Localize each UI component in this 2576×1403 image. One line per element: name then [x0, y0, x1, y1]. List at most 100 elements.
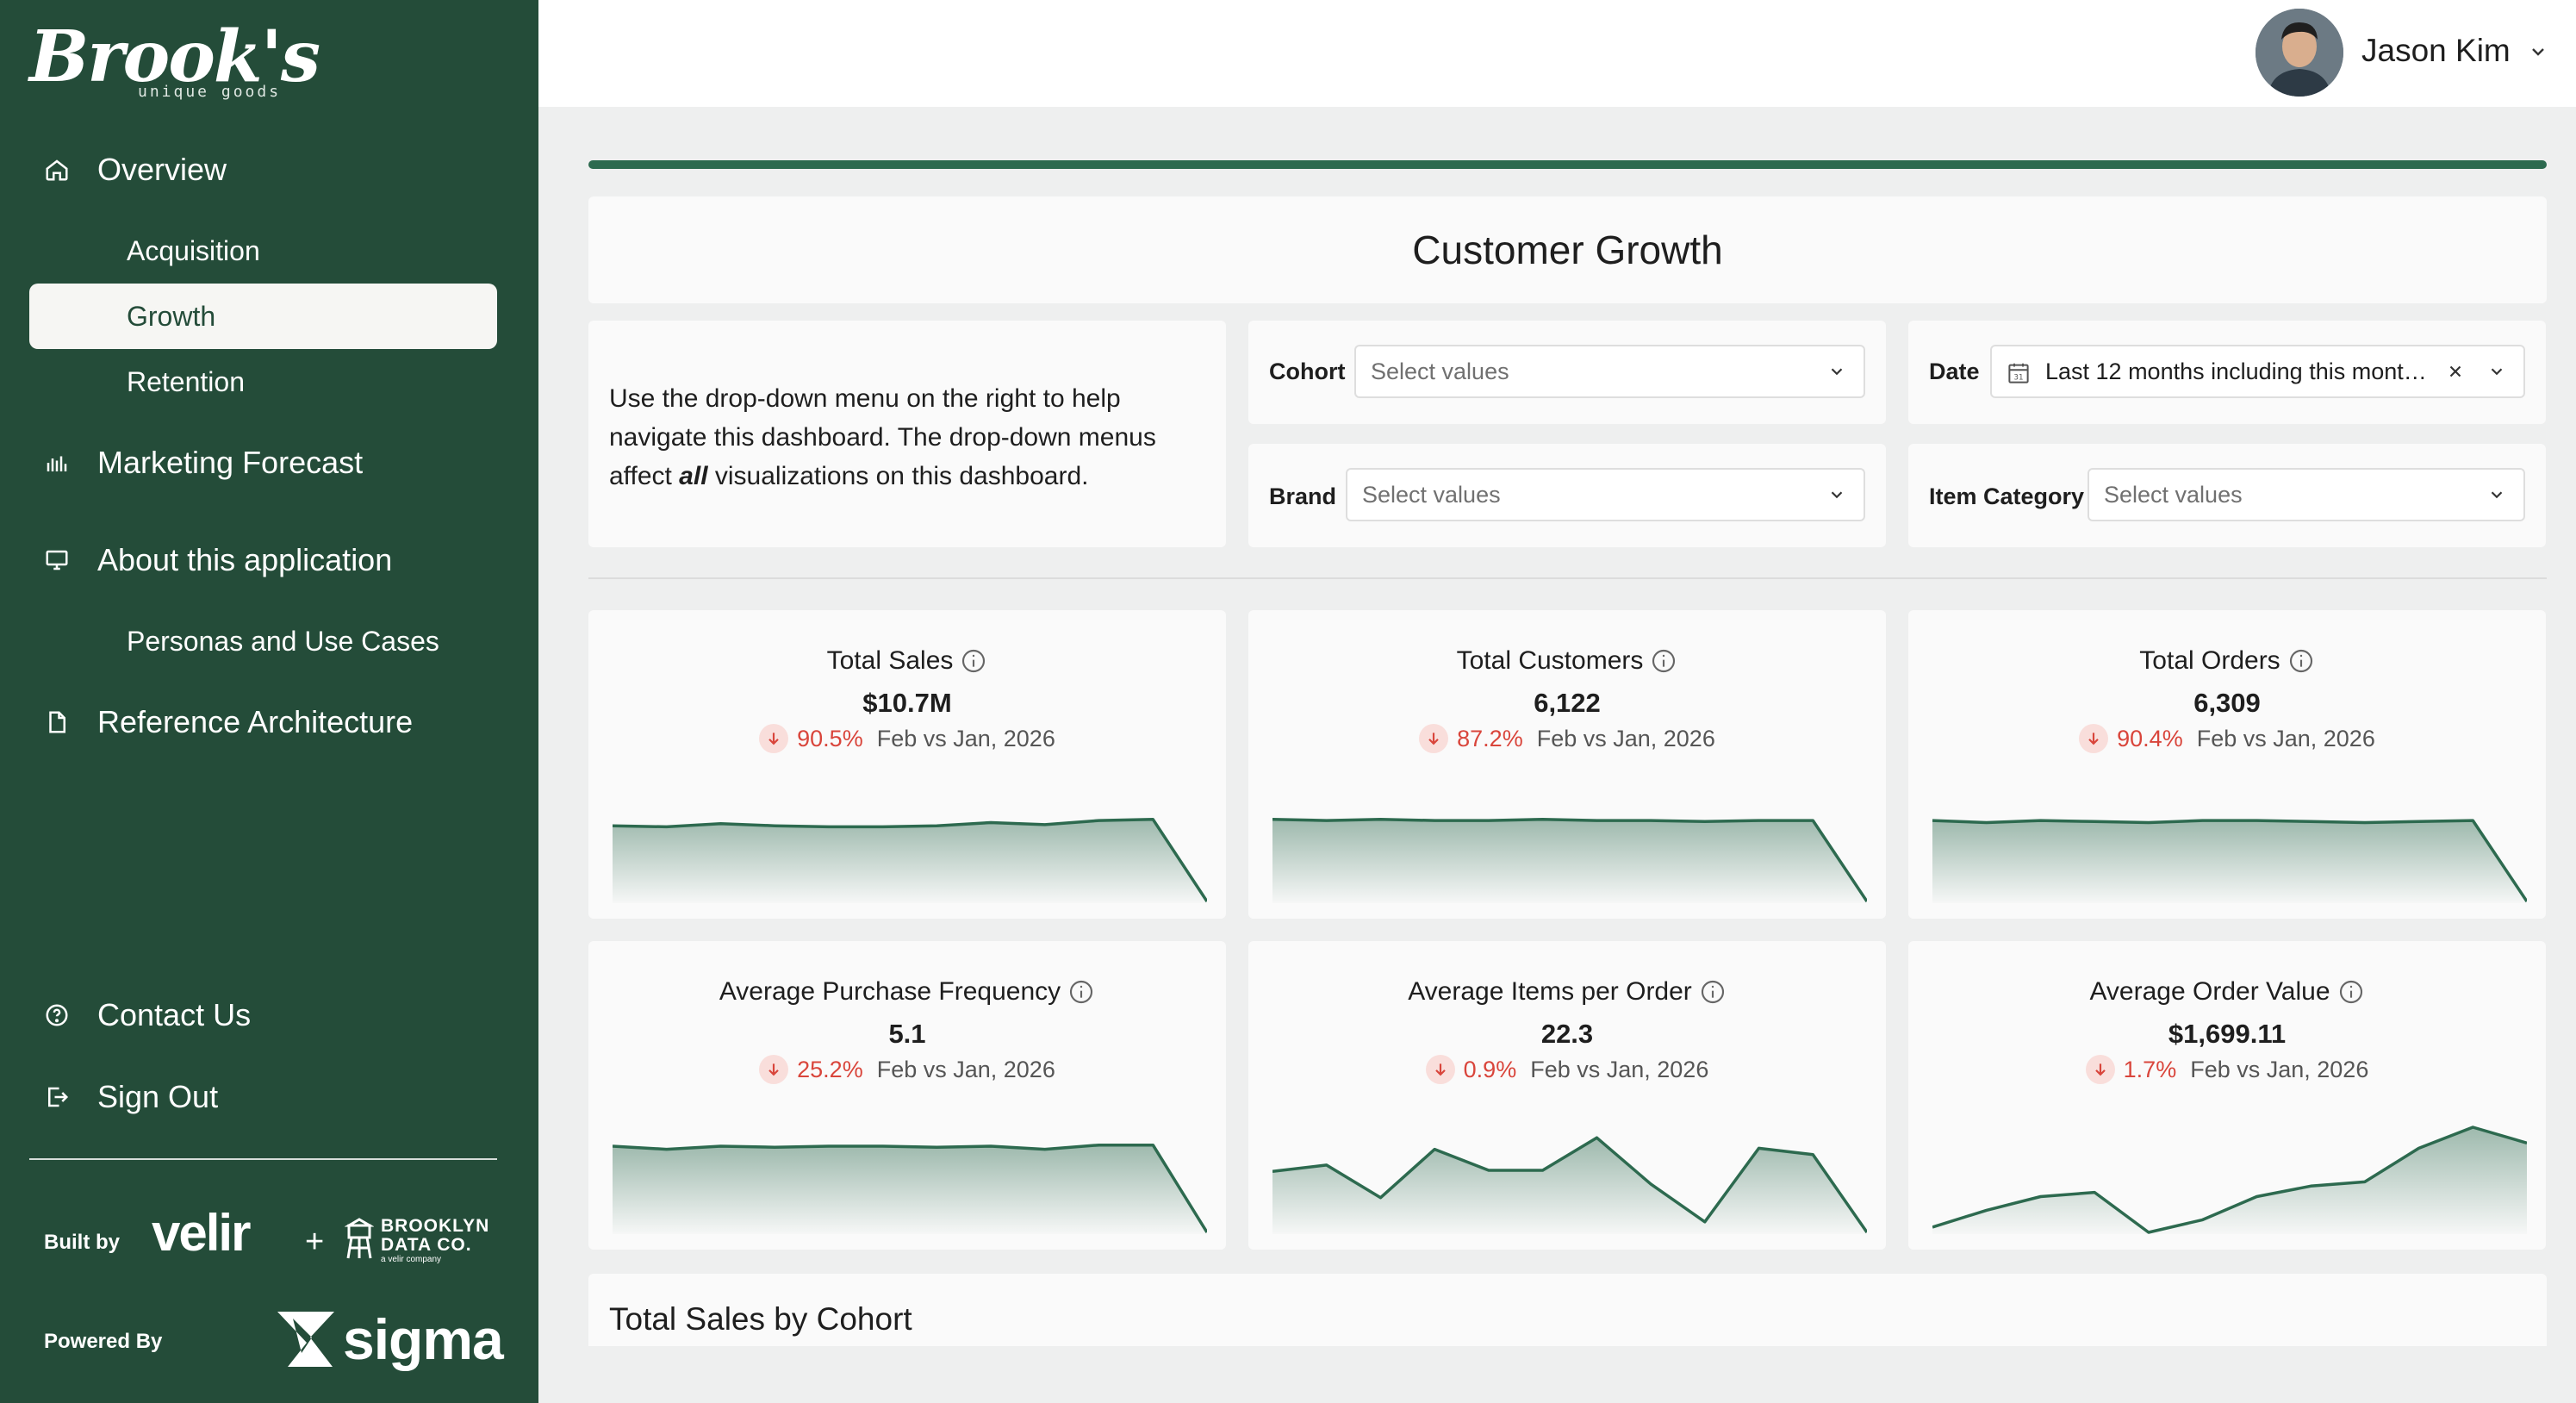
sidebar-item-about[interactable]: About this application [0, 530, 538, 590]
kpi-sparkline [1932, 1126, 2527, 1234]
cohort-filter: Cohort Select values [1248, 321, 1886, 424]
sidebar-item-label: Personas and Use Cases [127, 625, 439, 657]
kpi-card[interactable]: Average Purchase Frequency 5.1 25.2% Feb vs… [588, 941, 1226, 1250]
info-icon[interactable] [1067, 978, 1095, 1006]
cohort-filter-label: Cohort [1269, 359, 1346, 384]
sparkline-area [1932, 820, 2527, 903]
info-icon[interactable] [2337, 978, 2365, 1006]
water-tower-icon [344, 1217, 375, 1264]
chevron-down-icon[interactable] [2528, 41, 2548, 62]
brand-logo[interactable]: Brook's unique goods [29, 16, 320, 107]
cohort-select[interactable]: Select values [1354, 345, 1865, 398]
kpi-title: Average Purchase Frequency [719, 977, 1061, 1006]
sidebar-item-retention[interactable]: Retention [0, 352, 538, 412]
sign-out-icon [41, 1082, 72, 1113]
kpi-value: 22.3 [1540, 1019, 1594, 1049]
brooklyn-data-logo: BROOKLYN DATA CO. a velir company [344, 1217, 489, 1265]
brand-select-placeholder: Select values [1362, 482, 1501, 508]
arrow-down-icon [1425, 1055, 1455, 1084]
sidebar-item-overview[interactable]: Overview [0, 140, 538, 200]
home-icon [41, 154, 72, 185]
sidebar-item-label: Sign Out [97, 1079, 219, 1114]
kpi-card[interactable]: Average Items per Order 22.3 0.9% Feb vs Ja… [1248, 941, 1886, 1250]
sidebar-item-growth[interactable]: Growth [29, 284, 497, 349]
kpi-title: Total Sales [826, 646, 954, 675]
sigma-mark-icon [277, 1312, 334, 1367]
sidebar-item-sign-out[interactable]: Sign Out [0, 1067, 538, 1127]
item-category-select[interactable]: Select values [2088, 468, 2525, 521]
sparkline-line [613, 1143, 1207, 1233]
page-title: Customer Growth [588, 196, 2547, 303]
kpi-title: Average Order Value [2089, 977, 2330, 1006]
kpi-title-row: Total Customers [1248, 646, 1886, 676]
help-circle-icon [41, 1000, 72, 1031]
kpi-delta: 1.7% Feb vs Jan, 2026 [1908, 1055, 2546, 1084]
date-select-value: Last 12 months including this mont… [2045, 359, 2427, 384]
info-icon[interactable] [2287, 647, 2315, 675]
kpi-delta-period: Feb vs Jan, 2026 [1536, 725, 1715, 751]
document-icon [41, 707, 72, 738]
kpi-delta-percent: 0.9% [1463, 1056, 1517, 1082]
kpi-value: $1,699.11 [2168, 1019, 2287, 1049]
logo-wordmark: Brook's [29, 16, 320, 98]
section-divider [588, 577, 2547, 579]
calendar-icon: 31 [2008, 363, 2029, 383]
user-name[interactable]: Jason Kim [2361, 33, 2511, 68]
kpi-delta-percent: 90.5% [797, 725, 863, 751]
sidebar-item-label: Retention [127, 365, 245, 397]
sidebar-item-contact-us[interactable]: Contact Us [0, 985, 538, 1045]
velir-logo: velir [152, 1204, 251, 1262]
sidebar-item-marketing-forecast[interactable]: Marketing Forecast [0, 433, 538, 493]
kpi-delta-percent: 1.7% [2123, 1056, 2177, 1082]
kpi-title: Average Items per Order [1408, 977, 1692, 1006]
sidebar-item-acquisition[interactable]: Acquisition [0, 221, 538, 281]
kpi-sparkline [613, 818, 1207, 903]
kpi-delta-period: Feb vs Jan, 2026 [2196, 725, 2375, 751]
sparkline-area [1272, 819, 1867, 903]
kpi-card[interactable]: Total Sales $10.7M 90.5% Feb vs Jan, 2026 [588, 610, 1226, 919]
sidebar-divider [29, 1158, 497, 1160]
sidebar-item-label: Reference Architecture [97, 704, 414, 739]
sparkline-line [1272, 1136, 1867, 1233]
sidebar-item-label: Growth [127, 300, 216, 332]
kpi-delta-percent: 87.2% [1457, 725, 1523, 751]
intro-emphasis: all [679, 462, 708, 490]
clear-icon[interactable] [2446, 362, 2465, 381]
info-icon[interactable] [960, 647, 987, 675]
brand-filter-label: Brand [1269, 483, 1337, 509]
arrow-down-icon [2085, 1055, 2115, 1084]
powered-by-label: Powered By [44, 1330, 163, 1353]
kpi-card[interactable]: Average Order Value $1,699.11 1.7% Feb vs J… [1908, 941, 2546, 1250]
sparkline-area [613, 1144, 1207, 1234]
kpi-title: Total Orders [2139, 646, 2280, 675]
info-icon[interactable] [1699, 978, 1727, 1006]
kpi-card[interactable]: Total Orders 6,309 90.4% Feb vs Jan, 2026 [1908, 610, 2546, 919]
kpi-sparkline [613, 1143, 1207, 1234]
sparkline-line [1932, 819, 2527, 902]
sparkline-line [1272, 818, 1867, 902]
sparkline-line [613, 818, 1207, 902]
kpi-delta-period: Feb vs Jan, 2026 [2190, 1056, 2369, 1082]
brand-filter: Brand Select values [1248, 444, 1886, 547]
kpi-value: 6,309 [2193, 688, 2261, 718]
sidebar-item-reference-architecture[interactable]: Reference Architecture [0, 692, 538, 752]
chevron-down-icon [1831, 368, 1843, 376]
brand-select[interactable]: Select values [1346, 468, 1865, 521]
arrow-down-icon [759, 724, 789, 753]
cohort-sales-title: Total Sales by Cohort [609, 1301, 912, 1337]
top-header [538, 0, 2576, 107]
kpi-card[interactable]: Total Customers 6,122 87.2% Feb vs Jan, 202… [1248, 610, 1886, 919]
date-select[interactable]: 31 Last 12 months including this mont… [1990, 345, 2525, 398]
info-icon[interactable] [1650, 647, 1677, 675]
item-category-filter-label: Item Category [1929, 483, 2085, 509]
kpi-sparkline [1272, 1136, 1867, 1234]
kpi-delta-percent: 90.4% [2117, 725, 2183, 751]
sidebar-item-personas[interactable]: Personas and Use Cases [0, 611, 538, 671]
avatar[interactable] [2256, 9, 2343, 97]
kpi-value: 5.1 [888, 1019, 926, 1049]
plus-sign: + [305, 1224, 325, 1260]
arrow-down-icon [759, 1055, 789, 1084]
bottom-edge [538, 1346, 2576, 1403]
kpi-title-row: Average Items per Order [1248, 977, 1886, 1007]
kpi-delta-period: Feb vs Jan, 2026 [876, 1056, 1055, 1082]
